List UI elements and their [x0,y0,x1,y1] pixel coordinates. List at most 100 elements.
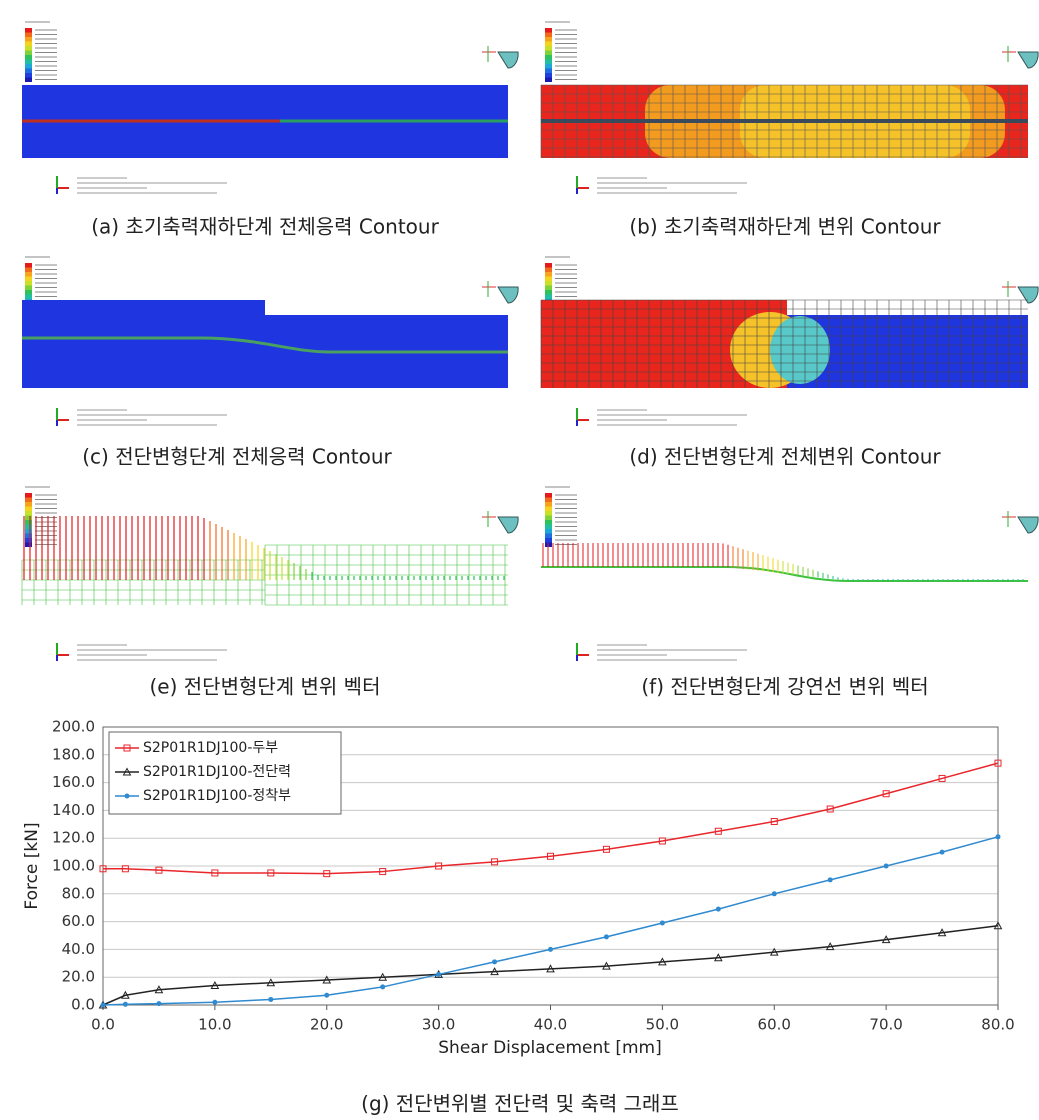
marker [658,957,667,966]
contour-legend-swatch [25,267,32,272]
contour-legend-swatch [545,41,552,46]
contour-legend-swatch [545,524,552,529]
contour-legend-swatch [545,493,552,498]
marker [938,774,946,782]
y-tick-label: 40.0 [62,940,95,958]
y-tick-label: 120.0 [52,829,95,847]
y-tick-label: 200.0 [52,718,95,736]
contour-legend-swatch [25,32,32,37]
contour-legend-swatch [25,68,32,73]
x-tick-label: 80.0 [981,1016,1014,1034]
y-tick-label: 100.0 [52,857,95,875]
contour-legend-swatch [545,267,552,272]
marker [603,934,609,940]
marker [212,999,218,1005]
contour-legend-swatch [25,290,32,295]
contour-legend-swatch [25,538,32,543]
view-icon [497,516,519,534]
marker [121,990,130,999]
marker [155,866,163,874]
marker [491,858,499,866]
marker [322,975,332,984]
panel-caption: (d) 전단변형단계 전체변위 Contour [629,445,941,469]
contour-legend-swatch [545,46,552,51]
contour-legend-swatch [25,46,32,51]
marker [547,852,554,860]
legend-label: S2P01R1DJ100-전단력 [143,764,291,780]
marker [995,834,1001,840]
marker [546,964,555,973]
marker [492,959,498,965]
contour-legend-swatch [25,524,32,529]
marker [124,793,130,799]
contour-legend-swatch [25,28,32,33]
marker [993,921,1003,930]
contour-legend-swatch [545,515,552,520]
panel-caption: (b) 초기축력재하단계 변위 Contour [629,215,941,239]
view-icon [1017,51,1039,69]
marker [268,996,274,1002]
contour-legend-swatch [545,68,552,73]
panel-caption: (c) 전단변형단계 전체응력 Contour [82,445,392,469]
contour-legend-swatch [25,294,32,299]
y-tick-label: 0.0 [71,996,95,1014]
contour-legend-swatch [545,272,552,277]
marker [121,865,129,873]
contour-legend-swatch [25,506,32,511]
contour-legend-swatch [25,520,32,525]
contour-legend-swatch [545,37,552,42]
marker [771,891,777,897]
y-tick-label: 20.0 [62,968,95,986]
view-icon [497,51,519,69]
marker [769,947,779,956]
contour-legend-swatch [25,276,32,281]
series-line [102,836,999,1006]
contour-legend-swatch [545,290,552,295]
contour-legend-swatch [25,272,32,277]
marker [379,868,387,876]
x-tick-label: 10.0 [198,1016,231,1034]
contour-legend-swatch [25,285,32,290]
series-line [103,762,999,875]
contour-legend-swatch [545,538,552,543]
contour-legend-swatch [545,285,552,290]
series-line [102,925,999,1006]
x-tick-label: 70.0 [869,1016,902,1034]
contour-legend-swatch [545,506,552,511]
contour-legend-swatch [545,77,552,82]
contour-legend-swatch [545,32,552,37]
x-tick-label: 0.0 [91,1016,115,1034]
contour-legend-swatch [545,50,552,55]
contour-legend-swatch [545,520,552,525]
contour-legend-swatch [25,263,32,268]
marker [380,984,386,990]
contour-legend-swatch [25,542,32,547]
marker [122,1001,128,1007]
legend-box [108,731,342,815]
contour-legend-swatch [25,533,32,538]
marker [123,744,131,752]
contour-legend-swatch [545,64,552,69]
marker [210,980,220,990]
panel-caption: (e) 전단변형단계 변위 벡터 [150,675,381,699]
contour-legend-swatch [25,77,32,82]
contour-legend-swatch [25,59,32,64]
contour-legend-swatch [545,55,552,60]
y-tick-label: 80.0 [62,884,95,902]
marker [548,946,553,952]
marker [324,992,330,998]
x-tick-label: 40.0 [534,1016,567,1034]
view-icon [497,286,519,304]
contour-legend-swatch [25,50,32,55]
view-icon [1017,286,1039,304]
contour-legend-swatch [545,59,552,64]
marker [715,906,721,912]
marker [156,1001,162,1007]
contour-legend-swatch [25,37,32,42]
marker [713,953,723,962]
marker [100,1002,106,1008]
contour-legend-swatch [25,502,32,507]
contour-legend-swatch [25,493,32,498]
chart-caption: (g) 전단변위별 전단력 및 축력 그래프 [361,1092,679,1116]
marker [122,767,132,776]
